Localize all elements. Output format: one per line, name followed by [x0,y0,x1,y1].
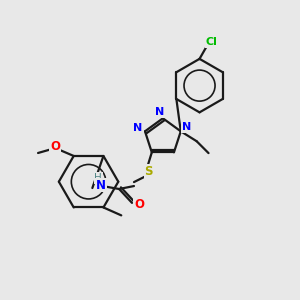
Text: Cl: Cl [206,37,218,47]
Text: N: N [182,122,191,132]
Text: N: N [155,107,164,117]
Text: O: O [134,198,144,212]
Text: N: N [96,178,106,191]
Text: N: N [134,123,143,133]
Text: S: S [145,165,153,178]
Text: O: O [50,140,60,153]
Text: H: H [94,173,102,183]
